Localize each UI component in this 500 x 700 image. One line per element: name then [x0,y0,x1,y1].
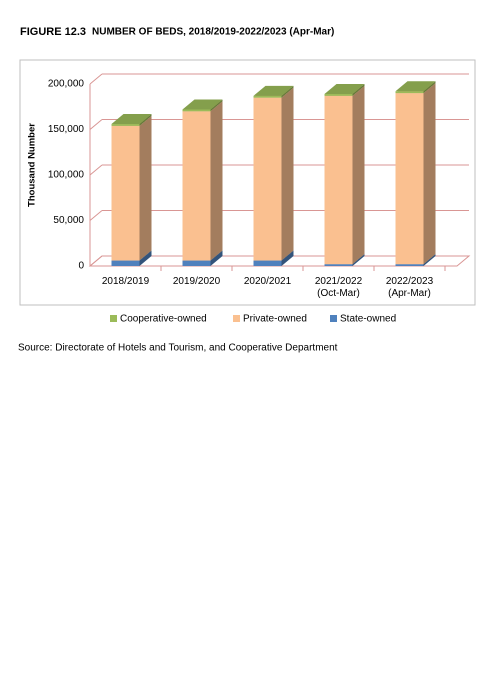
bar-segment [253,260,282,266]
bar-side [423,81,436,94]
x-tick-label: 2018/2019 [101,276,150,287]
bar-top [395,81,436,92]
bar-segment [253,95,282,98]
bar-top [253,85,294,96]
bar-side [423,83,436,265]
bar-side [423,254,436,266]
bar-side [352,84,365,96]
x-tick-label: 2022/2023 (Apr-Mar) [385,276,434,299]
y-tick-label: 150,000 [48,124,85,135]
bar-side [210,101,223,261]
bar-side [210,99,223,112]
bar-side [210,250,223,266]
grid-line-side [89,164,103,176]
bar-side [281,85,294,98]
bar-segment [324,94,353,96]
bar-side [139,250,152,266]
bar-segment [111,125,140,261]
grid-line-side [89,73,103,85]
x-tick-label: 2021/2022 (Oct-Mar) [314,276,363,299]
legend-label: Private-owned [243,314,307,325]
chart-title: NUMBER OF BEDS, 2018/2019-2022/2023 (Apr… [92,27,334,38]
bar-side [139,115,152,261]
legend-swatch [110,315,117,322]
bar-top [111,114,152,125]
figure-label: FIGURE 12.3 [20,26,86,38]
bar-side [352,254,365,266]
grid-line-side [89,119,103,130]
grid-line-side [89,255,103,267]
x-tick-label: 2020/2021 [243,276,292,287]
bar-segment [324,95,353,265]
bar-top [182,99,223,110]
bar-segment [182,260,211,266]
bar-segment [395,91,424,94]
bar-segment [182,109,211,112]
chart-frame [19,59,476,306]
bar-segment [111,124,140,126]
y-tick-label: 100,000 [48,170,85,181]
x-tick-label: 2019/2020 [172,276,221,287]
bar-segment [182,111,211,261]
bar-segment [253,97,282,261]
bar-segment [111,260,140,266]
bar-side [281,87,294,261]
grid-line-side [89,210,103,221]
bar-side [139,114,152,126]
y-axis-title: Thousand Number [27,123,38,207]
legend-swatch [330,315,337,322]
y-tick-label: 50,000 [53,215,84,226]
bar-top [324,84,365,95]
bar-segment [324,264,353,266]
y-tick-label: 0 [78,261,84,272]
bar-segment [395,93,424,265]
legend-label: Cooperative-owned [120,314,207,325]
source-note: Source: Directorate of Hotels and Touris… [18,343,338,354]
legend-swatch [233,315,240,322]
y-tick-label: 200,000 [48,79,85,90]
bar-side [281,250,294,266]
bar-segment [395,264,424,266]
legend-label: State-owned [340,314,396,325]
bar-side [352,85,365,265]
